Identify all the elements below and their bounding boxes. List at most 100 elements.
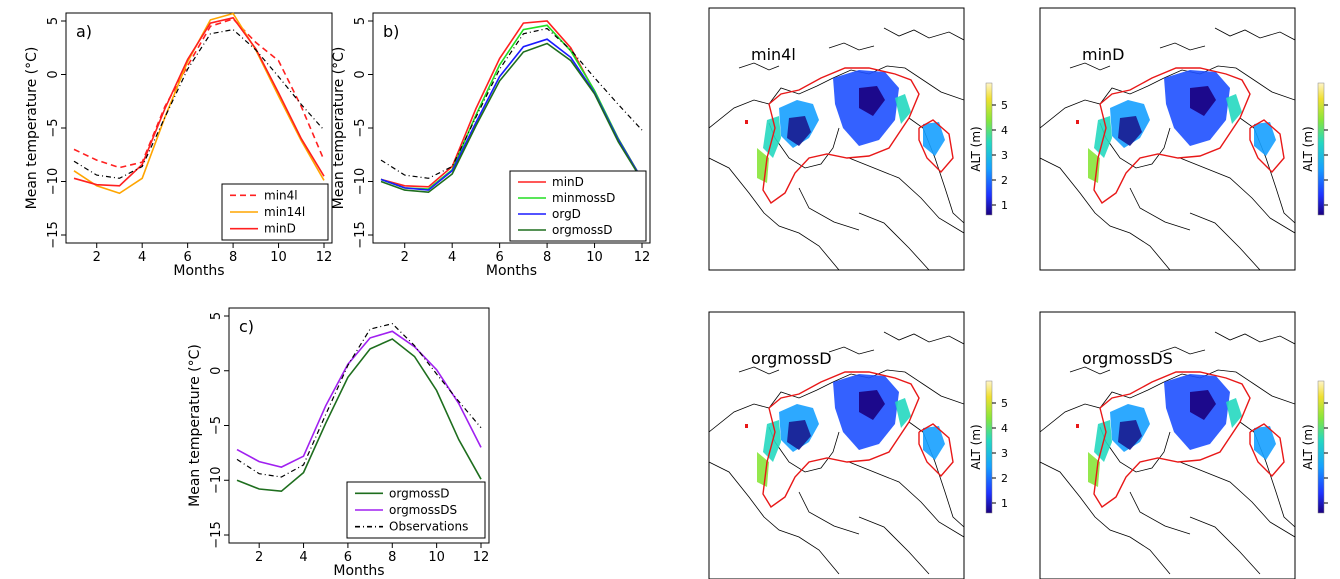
map-frame — [1039, 311, 1296, 579]
alt-region — [895, 398, 911, 428]
coastline — [798, 491, 860, 535]
map-content — [709, 331, 964, 575]
map-title: orgmossD — [751, 349, 832, 368]
colorbar: 1 2 3 4 5 ALT (m) — [969, 380, 1008, 514]
permafrost-boundary — [1093, 371, 1251, 509]
colorbar-bar — [1317, 380, 1325, 514]
coastline — [709, 157, 840, 270]
small-red-mark — [745, 120, 748, 124]
y-tick-label: 0 — [46, 70, 61, 78]
y-tick-label: −15 — [353, 221, 368, 248]
coastline — [709, 461, 840, 575]
alt-region — [1254, 122, 1276, 156]
colorbar: ALT (m) — [1301, 82, 1328, 216]
alt-region — [923, 426, 945, 460]
x-axis-label: Months — [173, 263, 224, 279]
alt-region — [1226, 398, 1242, 428]
panel-label: c) — [239, 317, 254, 336]
x-tick-label: 6 — [495, 250, 503, 265]
x-tick-label: 2 — [93, 250, 101, 265]
alt-region — [859, 86, 885, 116]
x-tick-label: 12 — [473, 550, 490, 565]
legend-label: orgmossD — [552, 223, 612, 237]
y-tick-label: −10 — [353, 168, 368, 195]
x-tick-label: 10 — [428, 550, 445, 565]
series-line-minD — [73, 16, 325, 187]
legend-label: Observations — [389, 520, 468, 534]
alt-region — [1226, 94, 1242, 124]
alt-region — [787, 420, 811, 450]
colorbar-label: ALT (m) — [1301, 126, 1315, 171]
alt-region — [1088, 452, 1100, 487]
colorbar-label: ALT (m) — [969, 126, 983, 171]
map-panel-1: minD ALT (m) — [1039, 7, 1328, 271]
permafrost-boundary — [918, 119, 954, 174]
colorbar-tick-label: 3 — [1001, 149, 1008, 162]
alt-region — [787, 116, 811, 146]
legend: min4l min14l minD — [221, 183, 329, 241]
map-background — [709, 312, 964, 579]
colorbar-tick-label: 1 — [1001, 199, 1008, 212]
map-content — [709, 27, 964, 270]
colorbar-bar — [985, 380, 993, 514]
x-tick-label: 2 — [401, 250, 409, 265]
y-tick-label: −10 — [46, 168, 61, 195]
map-frame — [1039, 7, 1296, 271]
alt-region — [1190, 86, 1216, 116]
alt-region — [1190, 390, 1216, 420]
x-tick-label: 10 — [270, 250, 287, 265]
x-tick-label: 4 — [138, 250, 146, 265]
colorbar-tick-label: 5 — [1001, 99, 1008, 112]
colorbar-tick-label: 1 — [1001, 497, 1008, 510]
colorbar-label: ALT (m) — [1301, 424, 1315, 469]
legend-label: orgD — [552, 207, 581, 221]
alt-region — [757, 452, 769, 487]
colorbar-bar — [985, 82, 993, 216]
coastline — [883, 27, 964, 41]
map-background — [1040, 312, 1295, 579]
permafrost-boundary — [1093, 67, 1251, 205]
map-title: min4l — [751, 45, 796, 64]
coastline — [1214, 331, 1295, 345]
permafrost-boundary — [918, 423, 954, 478]
map-title: orgmossDS — [1082, 349, 1173, 368]
x-tick-label: 10 — [586, 250, 603, 265]
y-tick-label: 0 — [209, 367, 224, 375]
x-tick-label: 2 — [255, 550, 263, 565]
permafrost-boundary — [1249, 119, 1285, 174]
coastline — [1159, 346, 1206, 355]
map-panel-2: orgmossD 1 2 3 4 5 ALT (m) — [708, 311, 1008, 579]
legend-label: min14l — [264, 205, 305, 219]
map-title: minD — [1082, 45, 1125, 64]
coastline — [848, 157, 964, 234]
colorbar: 1 2 3 4 5 ALT (m) — [969, 82, 1008, 216]
legend-label: min4l — [264, 188, 298, 202]
y-tick-label: −5 — [46, 118, 61, 137]
colorbar: ALT (m) — [1301, 380, 1328, 514]
small-red-mark — [1076, 424, 1079, 428]
alt-region — [1254, 426, 1276, 460]
coastline — [1214, 27, 1295, 41]
coastline — [828, 42, 875, 51]
coastline — [828, 346, 875, 355]
legend: orgmossD orgmossDS Observations — [346, 481, 486, 539]
x-tick-label: 6 — [344, 550, 352, 565]
colorbar-tick-label: 3 — [1001, 447, 1008, 460]
y-axis-label: Mean temperature (°C) — [187, 344, 203, 507]
x-tick-label: 4 — [448, 250, 456, 265]
coastline — [1129, 187, 1191, 231]
map-panel-3: orgmossDS ALT (m) — [1039, 311, 1328, 579]
alt-region — [1118, 420, 1142, 450]
map-content — [1040, 27, 1295, 270]
x-axis-label: Months — [486, 263, 537, 279]
x-tick-label: 6 — [183, 250, 191, 265]
alt-region — [859, 390, 885, 420]
y-tick-label: −10 — [209, 467, 224, 494]
coastline — [1189, 516, 1261, 575]
small-red-mark — [745, 424, 748, 428]
legend-label: orgmossD — [389, 486, 449, 500]
panel-label: b) — [383, 22, 399, 41]
colorbar-bar — [1317, 82, 1325, 216]
series-line-orgmossD — [236, 338, 482, 493]
series-line-orgmossDS — [236, 330, 482, 468]
